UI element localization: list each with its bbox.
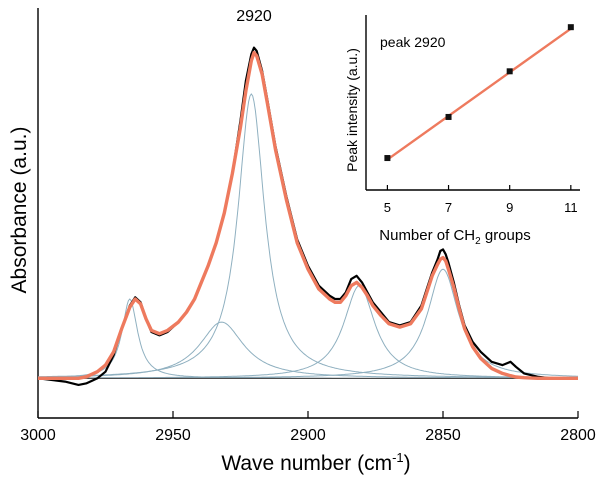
x-tick-label: 3000 bbox=[20, 427, 56, 444]
x-tick-label: 2850 bbox=[425, 427, 461, 444]
spectrum-series bbox=[37, 46, 578, 386]
inset-y-axis-title: Peak intensity (a.u.) bbox=[344, 48, 360, 172]
inset-series bbox=[384, 24, 574, 162]
x-ticks: 3000 2950 2900 2850 2800 bbox=[20, 411, 596, 444]
component-peak-3 bbox=[38, 93, 578, 379]
component-peak-5 bbox=[38, 268, 578, 379]
inset-plot: 5 7 9 11 peak 2920 Number of CH2 groups Pea… bbox=[344, 15, 580, 247]
peak-annotation: 2920 bbox=[236, 8, 272, 25]
fitted-spectrum-line bbox=[38, 50, 578, 380]
inset-title: peak 2920 bbox=[380, 34, 446, 50]
inset-x-tick-label: 9 bbox=[506, 200, 513, 215]
main-plot: 3000 2950 2900 2850 2800 2920 Wave number (c… bbox=[8, 8, 596, 475]
x-tick-label: 2950 bbox=[155, 427, 191, 444]
inset-x-tick-label: 5 bbox=[384, 200, 391, 215]
x-tick-label: 2900 bbox=[290, 427, 326, 444]
inset-data-point bbox=[567, 24, 574, 31]
inset-x-axis-title: Number of CH2 groups bbox=[379, 227, 530, 247]
inset-x-tick-label: 11 bbox=[564, 200, 578, 215]
x-tick-label: 2800 bbox=[560, 427, 596, 444]
inset-fit-line bbox=[386, 27, 572, 161]
inset-x-ticks: 5 7 9 11 bbox=[384, 185, 578, 215]
component-peaks bbox=[38, 93, 578, 379]
inset-data-point bbox=[445, 113, 452, 120]
x-axis-title: Wave number (cm-1) bbox=[221, 450, 410, 475]
inset-data-point bbox=[506, 68, 513, 75]
inset-data-point bbox=[384, 155, 391, 162]
inset-x-tick-label: 7 bbox=[445, 200, 452, 215]
y-axis-title: Absorbance (a.u.) bbox=[8, 127, 31, 294]
